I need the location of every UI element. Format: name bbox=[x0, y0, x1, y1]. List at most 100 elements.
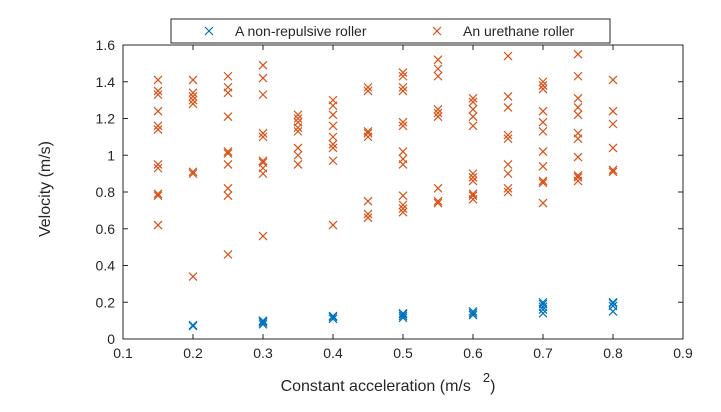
data-point bbox=[573, 152, 583, 162]
x-tick-label: 0.9 bbox=[673, 345, 693, 361]
data-point bbox=[538, 176, 548, 186]
data-point bbox=[608, 165, 618, 175]
data-point bbox=[188, 320, 198, 330]
data-point bbox=[328, 139, 338, 149]
y-tick-label: 0.2 bbox=[96, 294, 116, 310]
x-tick-label: 0.5 bbox=[393, 345, 413, 361]
data-point bbox=[223, 250, 233, 259]
data-point bbox=[468, 97, 478, 107]
data-series bbox=[153, 49, 618, 331]
data-point bbox=[328, 220, 338, 230]
data-point bbox=[503, 169, 513, 179]
data-point bbox=[293, 114, 303, 123]
data-point bbox=[538, 81, 548, 90]
data-point bbox=[363, 126, 373, 136]
data-point bbox=[433, 104, 443, 114]
data-point bbox=[258, 128, 268, 138]
data-point bbox=[153, 125, 163, 134]
y-axis-title: Velocity (m/s) bbox=[37, 141, 54, 237]
data-point bbox=[433, 198, 443, 208]
data-point bbox=[468, 172, 478, 182]
data-point bbox=[223, 148, 233, 158]
y-axis: 0 0.2 0.4 0.6 0.8 1 1.2 1.4 1.6 bbox=[96, 37, 683, 347]
data-point bbox=[538, 147, 548, 156]
data-point bbox=[258, 158, 268, 168]
data-point bbox=[258, 132, 268, 142]
data-point bbox=[608, 75, 618, 85]
data-point bbox=[433, 71, 443, 81]
data-point bbox=[468, 307, 478, 316]
data-point bbox=[538, 117, 548, 127]
data-point bbox=[293, 143, 303, 153]
data-point bbox=[398, 117, 408, 127]
data-point bbox=[153, 106, 163, 116]
data-point bbox=[573, 128, 583, 138]
data-point bbox=[398, 147, 408, 156]
data-point bbox=[188, 167, 198, 177]
data-point bbox=[503, 160, 513, 169]
data-point bbox=[503, 134, 513, 144]
data-point bbox=[258, 317, 268, 326]
data-point bbox=[433, 55, 443, 65]
data-point bbox=[223, 82, 233, 92]
legend-marker-urethane bbox=[432, 26, 442, 36]
legend-label-urethane: An urethane roller bbox=[463, 23, 575, 39]
data-point bbox=[468, 93, 478, 103]
data-point bbox=[398, 154, 408, 164]
data-point bbox=[328, 132, 338, 142]
data-point bbox=[398, 207, 408, 217]
data-point bbox=[188, 92, 198, 101]
data-point bbox=[538, 198, 548, 208]
data-point bbox=[293, 110, 303, 120]
data-point bbox=[398, 309, 408, 319]
legend-marker-non-repulsive bbox=[204, 26, 214, 36]
data-point bbox=[468, 169, 478, 179]
data-point bbox=[258, 316, 268, 326]
data-point bbox=[398, 86, 408, 96]
data-point bbox=[223, 160, 233, 169]
data-point bbox=[573, 172, 583, 182]
x-tick-label: 0.6 bbox=[463, 345, 483, 361]
data-point bbox=[608, 119, 618, 129]
y-tick-label: 1.2 bbox=[96, 111, 116, 127]
data-point bbox=[188, 272, 198, 281]
data-point bbox=[153, 160, 163, 169]
data-point bbox=[153, 191, 163, 201]
data-point bbox=[258, 60, 268, 70]
data-point bbox=[433, 112, 443, 122]
y-tick-label: 1.6 bbox=[96, 37, 116, 53]
data-point bbox=[398, 82, 408, 92]
data-point bbox=[433, 64, 443, 74]
data-point bbox=[608, 167, 618, 177]
data-point bbox=[573, 49, 583, 59]
data-point bbox=[398, 308, 408, 318]
data-point bbox=[398, 71, 408, 81]
legend-marker-icon bbox=[432, 26, 442, 36]
data-point bbox=[398, 204, 408, 213]
data-point bbox=[468, 104, 478, 114]
data-point bbox=[293, 117, 303, 127]
data-point bbox=[573, 103, 583, 112]
data-point bbox=[258, 319, 268, 329]
series-non-repulsive-roller bbox=[188, 297, 618, 331]
data-point bbox=[153, 121, 163, 131]
data-point bbox=[468, 308, 478, 318]
data-point bbox=[538, 77, 548, 87]
x-tick-label: 0.8 bbox=[603, 345, 623, 361]
data-point bbox=[188, 88, 198, 98]
data-point bbox=[188, 95, 198, 105]
data-point bbox=[363, 196, 373, 206]
legend-box bbox=[170, 18, 611, 44]
data-point bbox=[538, 297, 548, 307]
data-point bbox=[608, 301, 618, 311]
data-point bbox=[433, 183, 443, 193]
data-point bbox=[363, 86, 373, 96]
data-point bbox=[538, 161, 548, 171]
data-point bbox=[328, 95, 338, 105]
y-tick-label: 0.4 bbox=[96, 258, 116, 274]
data-point bbox=[328, 311, 338, 321]
data-point bbox=[223, 191, 233, 201]
data-point bbox=[363, 209, 373, 219]
